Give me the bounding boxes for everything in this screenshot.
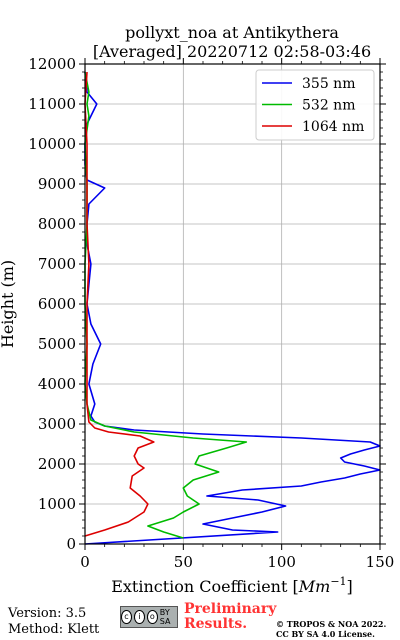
series-line-532-nm: [84, 71, 248, 539]
x-tick-label: 0: [80, 553, 90, 571]
y-tick-label: 9000: [38, 175, 76, 193]
copyright-line1: © TROPOS & NOA 2022.: [276, 619, 387, 629]
series-layer: [84, 71, 381, 545]
series-line-1064-nm: [84, 71, 155, 537]
preliminary-line1: Preliminary: [184, 601, 277, 617]
y-tick-label: 2000: [38, 455, 76, 473]
x-axis-title: Extinction Coefficient [Mm−1]: [111, 575, 353, 596]
series-line-355-nm: [84, 71, 381, 545]
license-badge-text: BY SA: [159, 608, 171, 626]
y-axis-title: Height (m): [0, 260, 17, 348]
y-tick-label: 12000: [28, 55, 76, 73]
chart-title: pollyxt_noa at Antikythera: [125, 23, 339, 42]
y-tick-label: 11000: [28, 95, 76, 113]
sa-icon: o: [146, 610, 158, 624]
x-tick-label: 50: [174, 553, 193, 571]
preliminary-line2: Results.: [184, 616, 248, 632]
copyright-notice: © TROPOS & NOA 2022. CC BY SA 4.0 Licens…: [276, 619, 386, 639]
y-tick-label: 1000: [38, 495, 76, 513]
extinction-profile-chart: pollyxt_noa at Antikythera [Averaged] 20…: [0, 23, 394, 596]
y-tick-label: 6000: [38, 295, 76, 313]
preliminary-results-label: Preliminary Results.: [184, 602, 276, 632]
y-tick-label: 5000: [38, 335, 76, 353]
y-tick-label: 0: [66, 535, 76, 553]
y-tick-label: 10000: [28, 135, 76, 153]
legend-label: 532 nm: [302, 98, 355, 114]
ticks: 0 50 100 150 0 1000 2000 3000 4000 5000 6000 7000 80…: [28, 55, 394, 571]
x-tick-label: 100: [267, 553, 296, 571]
y-tick-label: 3000: [38, 415, 76, 433]
cc-license-badge: c i o BY SA: [120, 606, 178, 628]
y-tick-label: 8000: [38, 215, 76, 233]
legend-label: 1064 nm: [302, 119, 364, 135]
y-tick-label: 4000: [38, 375, 76, 393]
method-text: Method: Klett: [8, 622, 100, 637]
legend-box: [255, 69, 375, 141]
chart-subtitle: [Averaged] 20220712 02:58-03:46: [93, 42, 371, 61]
cc-icon: c: [121, 610, 132, 624]
copyright-line2: CC BY SA 4.0 License.: [276, 629, 375, 639]
legend-label: 355 nm: [302, 76, 355, 92]
version-text: Version: 3.5: [8, 606, 87, 621]
y-tick-label: 7000: [38, 255, 76, 273]
by-icon: i: [133, 610, 145, 624]
x-tick-label: 150: [366, 553, 395, 571]
legend: 355 nm 532 nm 1064 nm: [255, 69, 375, 141]
